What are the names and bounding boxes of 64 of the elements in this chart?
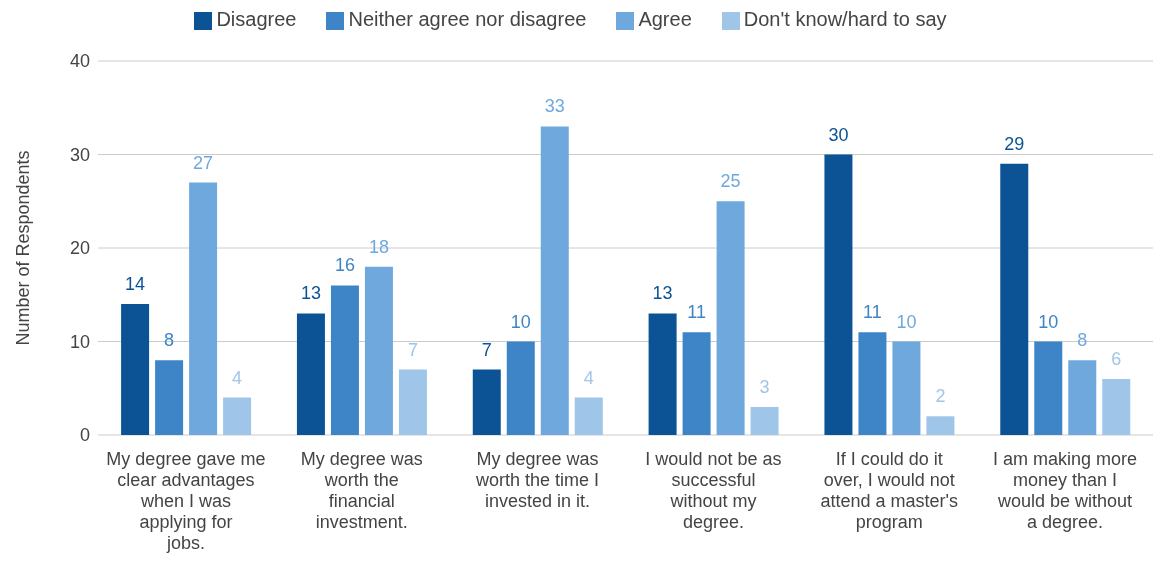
bar	[858, 332, 887, 435]
bar	[574, 397, 603, 435]
y-tick-label: 30	[69, 144, 90, 165]
bar	[330, 285, 359, 435]
data-label: 13	[652, 283, 673, 304]
legend-label: Disagree	[216, 8, 297, 30]
bar	[540, 126, 569, 435]
data-label: 13	[300, 283, 321, 304]
bar	[1102, 378, 1131, 435]
bar	[1034, 341, 1063, 435]
data-label: 10	[896, 311, 917, 332]
bar	[223, 397, 252, 435]
data-label: 30	[828, 124, 849, 145]
data-label: 3	[759, 376, 770, 397]
x-tick-label: If I could do it over, I would not attend a master's program	[820, 449, 959, 532]
data-label: 18	[368, 236, 389, 257]
data-label: 6	[1111, 348, 1122, 369]
data-label: 4	[583, 367, 594, 388]
data-label: 8	[164, 330, 175, 351]
x-tick-label: My degree was worth the financial investment.	[300, 449, 423, 532]
bar	[364, 266, 393, 435]
data-label: 16	[334, 255, 355, 276]
data-label: 33	[544, 96, 565, 117]
data-label: 29	[1004, 133, 1025, 154]
data-label: 10	[510, 311, 531, 332]
data-label: 4	[232, 367, 243, 388]
bar	[926, 416, 955, 435]
data-label: 27	[193, 152, 214, 173]
bar	[398, 369, 427, 435]
bar	[648, 313, 677, 435]
bar	[121, 304, 150, 435]
data-label: 11	[863, 302, 882, 323]
bar	[1000, 163, 1029, 435]
bar	[716, 201, 745, 435]
x-tick-label: I would not be as successful without my degree.	[645, 449, 782, 532]
data-label: 2	[935, 386, 946, 407]
data-label: 8	[1077, 330, 1088, 351]
legend-label: Agree	[638, 8, 692, 30]
y-tick-label: 10	[69, 331, 90, 352]
data-label: 25	[720, 171, 741, 192]
x-tick-label: My degree gave me clear advantages when I was applying for jobs.	[106, 449, 266, 553]
data-label: 7	[407, 339, 418, 360]
bar	[296, 313, 325, 435]
bar	[892, 341, 921, 435]
data-label: 10	[1038, 311, 1059, 332]
y-tick-label: 40	[69, 51, 90, 72]
bar	[824, 154, 853, 435]
y-tick-label: 0	[79, 425, 90, 446]
data-label: 7	[481, 339, 492, 360]
bar	[750, 406, 779, 435]
x-tick-label: My degree was worth the time I invested in it.	[475, 449, 600, 511]
data-label: 14	[125, 274, 146, 295]
legend-label: Neither agree nor disagree	[348, 8, 587, 30]
y-axis-title: Number of Respondents	[13, 150, 34, 346]
bar	[472, 369, 501, 435]
bar	[155, 360, 184, 435]
bar	[189, 182, 218, 435]
bar	[1068, 360, 1097, 435]
data-label: 11	[687, 302, 706, 323]
x-tick-label: I am making more money than I would be without a degree.	[993, 449, 1138, 532]
legend-label: Don't know/hard to say	[743, 8, 947, 30]
bar	[506, 341, 535, 435]
y-tick-label: 20	[69, 238, 90, 259]
bar	[682, 332, 711, 435]
